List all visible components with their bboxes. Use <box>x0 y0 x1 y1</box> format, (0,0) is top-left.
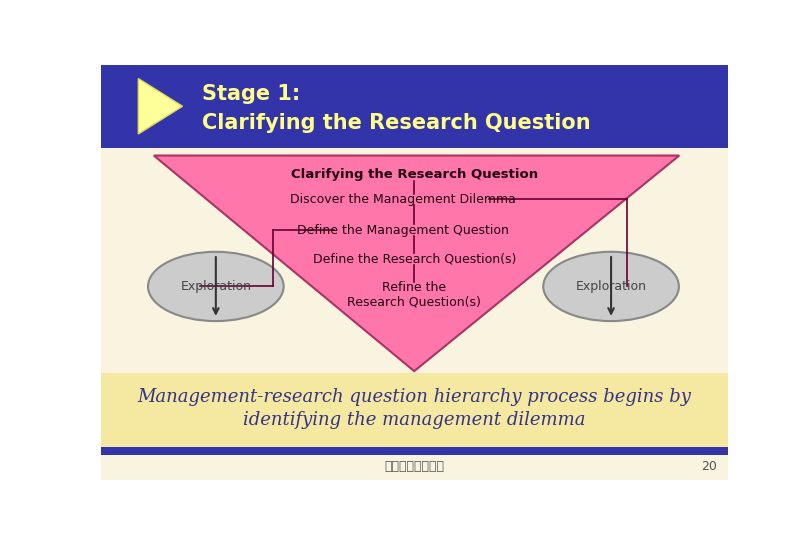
Text: Refine the: Refine the <box>382 281 447 294</box>
Text: Exploration: Exploration <box>575 280 646 293</box>
Ellipse shape <box>544 252 679 321</box>
Text: identifying the management dilemma: identifying the management dilemma <box>243 411 586 430</box>
Text: Define the Management Question: Define the Management Question <box>298 224 510 237</box>
Polygon shape <box>154 156 680 371</box>
Text: Exploration: Exploration <box>180 280 252 293</box>
Text: Clarifying the Research Question: Clarifying the Research Question <box>290 168 538 181</box>
Text: Research Question(s): Research Question(s) <box>347 295 481 308</box>
Bar <box>101 372 728 448</box>
Polygon shape <box>138 79 183 134</box>
Text: 20: 20 <box>701 460 718 473</box>
Bar <box>101 65 728 148</box>
Text: Management-research question hierarchy process begins by: Management-research question hierarchy p… <box>138 388 691 406</box>
Ellipse shape <box>148 252 284 321</box>
Bar <box>101 148 728 480</box>
Text: Stage 1:: Stage 1: <box>202 84 300 104</box>
Bar <box>101 447 728 455</box>
Text: Discover the Management Dilemma: Discover the Management Dilemma <box>290 193 516 206</box>
Text: Define the Research Question(s): Define the Research Question(s) <box>312 253 516 266</box>
Text: 中山管理：範捣強: 中山管理：範捣強 <box>384 460 444 473</box>
Text: Clarifying the Research Question: Clarifying the Research Question <box>202 113 591 133</box>
